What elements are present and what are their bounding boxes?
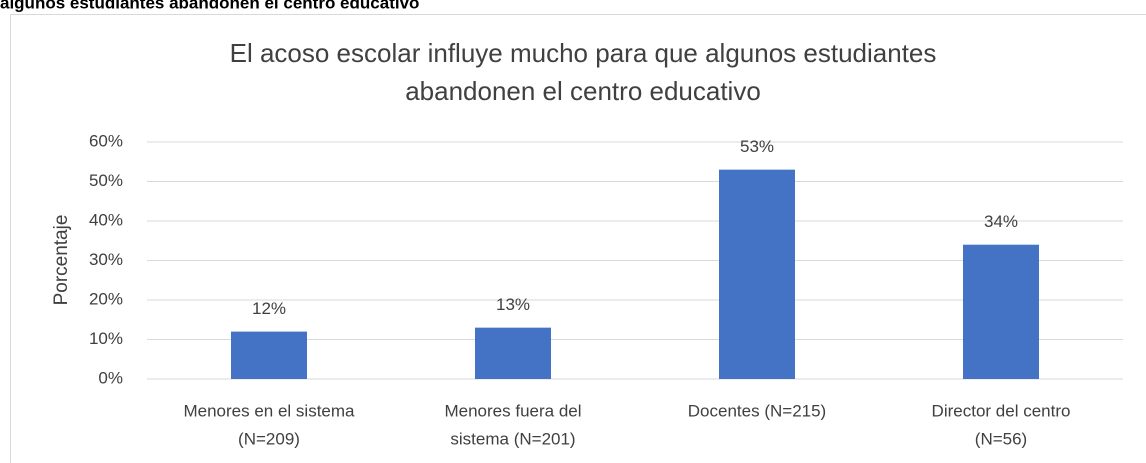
- heading: algunos estudiantes abandonen el centro …: [0, 0, 419, 12]
- y-tick-label: 50%: [89, 171, 123, 190]
- bar: [719, 169, 795, 379]
- y-tick-label: 0%: [98, 368, 123, 387]
- chart-frame: [10, 14, 1146, 463]
- x-tick-label: Menores en el sistema: [183, 401, 355, 420]
- y-axis-label: Porcentaje: [51, 215, 72, 306]
- y-tick-label: 60%: [89, 131, 123, 150]
- y-tick-label: 20%: [89, 289, 123, 308]
- x-tick-label: sistema (N=201): [450, 429, 575, 448]
- x-tick-label: (N=209): [238, 429, 300, 448]
- data-label: 34%: [984, 212, 1018, 231]
- chart-title: abandonen el centro educativo: [405, 76, 761, 106]
- bar: [231, 331, 307, 379]
- y-tick-label: 30%: [89, 250, 123, 269]
- x-tick-label: Director del centro: [932, 401, 1071, 420]
- x-tick-label: (N=56): [975, 429, 1027, 448]
- data-label: 12%: [252, 299, 286, 318]
- data-label: 13%: [496, 295, 530, 314]
- x-tick-label: Menores fuera del: [444, 401, 581, 420]
- data-label: 53%: [740, 137, 774, 156]
- y-tick-label: 40%: [89, 210, 123, 229]
- x-tick-label: Docentes (N=215): [688, 401, 826, 420]
- chart-title: El acoso escolar influye mucho para que …: [230, 38, 937, 68]
- bar: [475, 327, 551, 379]
- bar: [963, 244, 1039, 379]
- y-tick-label: 10%: [89, 329, 123, 348]
